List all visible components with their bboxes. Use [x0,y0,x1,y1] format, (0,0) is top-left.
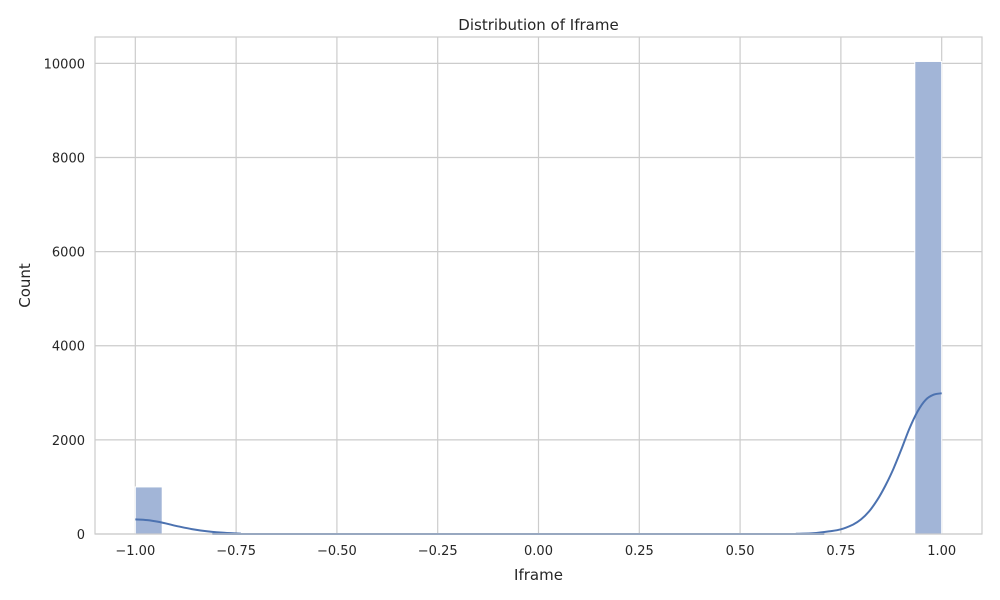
y-tick-label: 4000 [52,340,85,355]
x-tick-label: −1.00 [115,544,155,559]
x-tick-label: −0.75 [216,544,256,559]
histogram-bar-0 [134,486,163,535]
y-tick-labels: 0 2000 4000 6000 8000 10000 [44,57,85,543]
x-tick-label: 0.00 [524,544,553,559]
y-tick-label: 8000 [52,151,85,166]
y-tick-label: 0 [77,528,85,543]
kde-curve [135,392,942,536]
y-axis-label: Count [16,263,34,308]
chart-title: Distribution of Iframe [458,16,618,34]
x-tick-label: −0.50 [317,544,357,559]
x-tick-label: 0.50 [726,544,755,559]
histogram-bar-1 [914,60,943,535]
kde-curve-layer [135,392,942,536]
y-tick-label: 2000 [52,434,85,449]
x-axis-label: Iframe [514,566,563,584]
x-tick-label: −0.25 [418,544,458,559]
y-tick-label: 10000 [44,57,85,72]
histogram-bars [134,60,943,535]
x-tick-label: 1.00 [927,544,956,559]
axes-frame [94,36,983,535]
grid-lines [95,37,982,535]
x-tick-label: 0.25 [625,544,654,559]
y-tick-label: 6000 [52,246,85,261]
x-tick-labels: −1.00 −0.75 −0.50 −0.25 0.00 0.25 0.50 0.75 1.00 [115,544,956,559]
x-tick-label: 0.75 [826,544,855,559]
